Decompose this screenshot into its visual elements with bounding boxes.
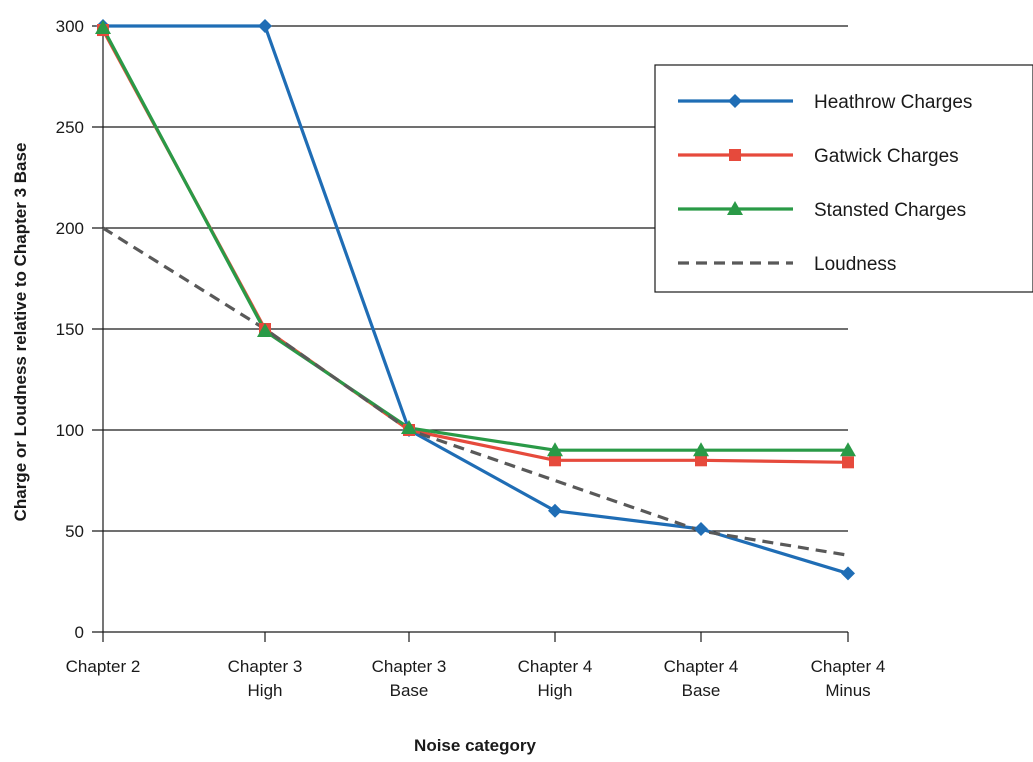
y-tick-label: 300 bbox=[56, 17, 84, 36]
data-point-heathrow-charges bbox=[258, 19, 272, 33]
data-point-stansted-charges bbox=[840, 442, 856, 457]
legend-label-stansted-charges: Stansted Charges bbox=[814, 200, 966, 221]
legend-box bbox=[654, 64, 1033, 293]
data-point-stansted-charges bbox=[95, 20, 111, 35]
y-tick-label: 150 bbox=[56, 320, 84, 339]
data-point-heathrow-charges bbox=[548, 503, 562, 518]
series-lines bbox=[101, 24, 849, 575]
legend: Heathrow Charges Gatwick Charges Stansted … bbox=[654, 64, 1033, 293]
legend-label-loudness: Loudness bbox=[814, 254, 896, 275]
legend-label-heathrow-charges: Heathrow Charges bbox=[814, 92, 972, 113]
y-tick-label: 250 bbox=[56, 118, 84, 137]
data-point-heathrow-charges bbox=[694, 521, 708, 536]
x-tick-label: Chapter 2 bbox=[66, 657, 141, 676]
data-point-gatwick-charges bbox=[549, 454, 561, 467]
series-line-heathrow-charges bbox=[103, 24, 849, 575]
data-point-stansted-charges bbox=[257, 323, 273, 338]
x-tick-label: Chapter 4 Minus bbox=[811, 657, 886, 700]
data-point-stansted-charges bbox=[693, 442, 709, 457]
legend-marker-stansted-charges bbox=[727, 201, 743, 215]
x-tick-label: Chapter 4 Base bbox=[664, 657, 739, 700]
data-point-gatwick-charges bbox=[695, 454, 707, 467]
legend-marker-gatwick-charges bbox=[729, 149, 741, 161]
y-tick-label: 50 bbox=[65, 522, 84, 541]
y-tick-label: 200 bbox=[56, 219, 84, 238]
legend-label-gatwick-charges: Gatwick Charges bbox=[814, 146, 959, 167]
y-tick-label: 100 bbox=[56, 421, 84, 440]
legend-marker-heathrow-charges bbox=[728, 94, 742, 108]
x-axis-title: Noise category bbox=[414, 736, 536, 755]
y-tick-label: 0 bbox=[75, 623, 84, 642]
x-tick-label: Chapter 4 High bbox=[518, 657, 593, 700]
x-tick-label: Chapter 3 Base bbox=[372, 657, 447, 700]
data-point-stansted-charges bbox=[547, 442, 563, 457]
data-point-gatwick-charges bbox=[842, 456, 854, 469]
data-point-stansted-charges bbox=[401, 419, 417, 434]
series-line-stansted-charges bbox=[101, 27, 848, 452]
y-axis-title: Charge or Loudness relative to Chapter 3… bbox=[11, 143, 30, 522]
series-markers bbox=[95, 19, 856, 581]
x-tick-label: Chapter 3 High bbox=[228, 657, 303, 700]
data-point-heathrow-charges bbox=[841, 566, 855, 581]
tick-labels: 0 50 100 150 200 250 300 Chapter 2 Chapter 3 High… bbox=[56, 17, 886, 700]
axes bbox=[92, 26, 849, 642]
